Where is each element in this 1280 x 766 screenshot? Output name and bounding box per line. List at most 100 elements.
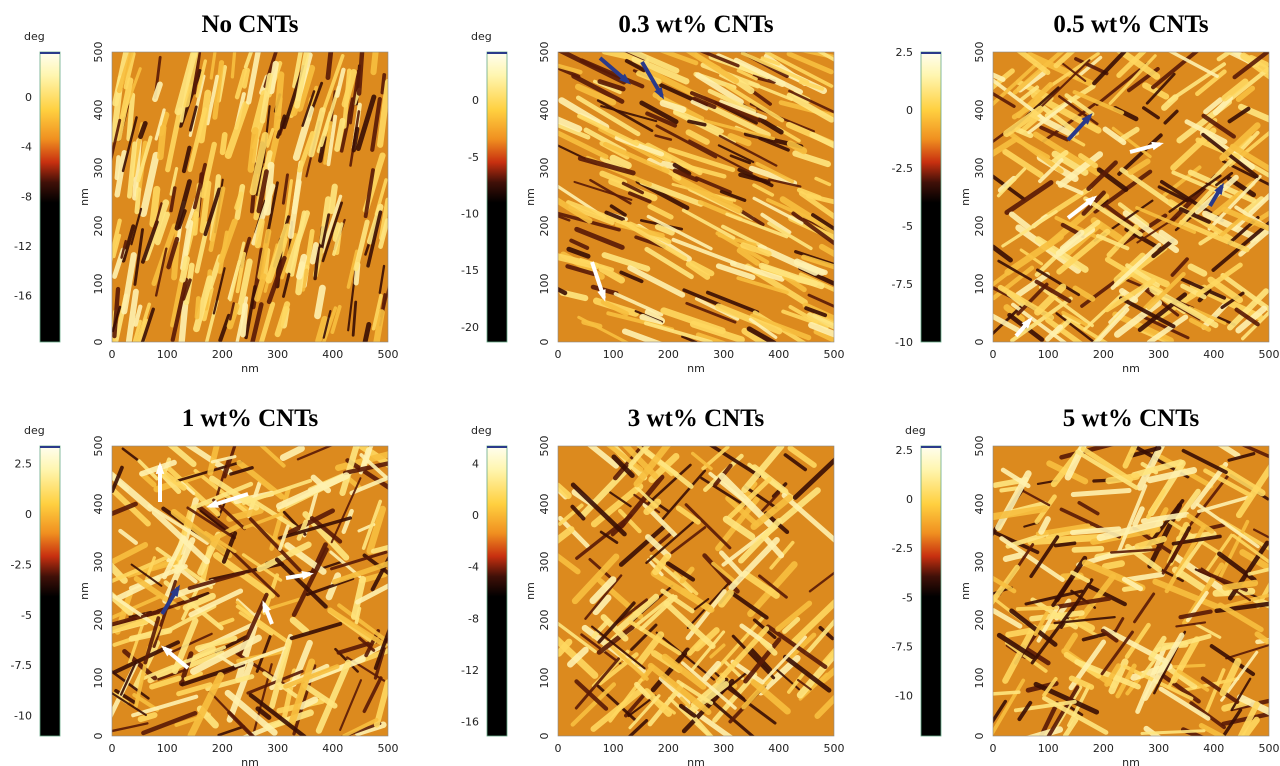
texture-streak	[591, 625, 646, 670]
texture-streak	[308, 107, 326, 158]
texture-streak	[1068, 675, 1095, 690]
colorbar	[920, 445, 942, 737]
texture-streak	[814, 694, 834, 719]
y-tick-label: 300	[538, 158, 551, 179]
texture-streak	[1100, 630, 1134, 676]
texture-streak	[1186, 513, 1215, 534]
texture-streak	[693, 598, 710, 611]
texture-streak	[571, 553, 620, 605]
texture-streak	[199, 180, 212, 234]
texture-streak	[736, 276, 789, 295]
colorbar-tick-label: -12	[461, 664, 479, 677]
texture-streak	[570, 504, 586, 521]
texture-streak	[236, 258, 253, 315]
texture-streak	[659, 100, 687, 113]
y-tick-label: 200	[973, 216, 986, 237]
texture-streak	[647, 203, 674, 220]
texture-streak	[809, 131, 834, 149]
texture-streak	[1060, 61, 1087, 82]
texture-streak	[566, 200, 630, 227]
texture-streak	[1026, 726, 1063, 736]
texture-streak	[782, 616, 801, 634]
texture-streak	[1170, 257, 1189, 277]
texture-streak	[733, 57, 804, 95]
texture-streak	[302, 489, 319, 538]
texture-streak	[574, 226, 625, 250]
texture-streak	[234, 191, 244, 211]
x-axis-label: nm	[241, 362, 259, 375]
texture-streak	[1122, 446, 1138, 469]
colorbar	[920, 51, 942, 343]
x-tick-label: 100	[157, 742, 178, 755]
texture-streak	[633, 493, 661, 514]
texture-streak	[147, 504, 209, 545]
texture-streak	[627, 719, 649, 736]
texture-streak	[321, 201, 343, 263]
texture-streak	[1075, 449, 1139, 490]
texture-streak	[295, 253, 308, 280]
texture-streak	[1181, 448, 1228, 475]
texture-streak	[782, 273, 807, 293]
texture-streak	[787, 670, 807, 694]
texture-streak	[661, 653, 707, 690]
texture-streak	[660, 307, 726, 335]
texture-streak	[1131, 459, 1184, 479]
texture-streak	[689, 260, 715, 277]
texture-streak	[634, 681, 651, 699]
texture-streak	[1036, 59, 1091, 112]
texture-streak	[1188, 317, 1212, 332]
texture-streak	[373, 309, 385, 342]
texture-streak	[341, 68, 357, 108]
colorbar-tick-label: 4	[472, 457, 479, 470]
texture-streak	[165, 107, 183, 173]
texture-streak	[182, 592, 216, 611]
texture-streak	[1129, 446, 1162, 458]
texture-streak	[798, 190, 834, 220]
texture-streak	[354, 606, 362, 625]
texture-streak	[993, 678, 1026, 736]
texture-streak	[1177, 189, 1213, 228]
texture-streak	[684, 503, 732, 550]
texture-streak	[325, 52, 334, 81]
texture-streak	[304, 229, 315, 270]
texture-streak	[1218, 519, 1250, 579]
arrow-head	[262, 600, 271, 613]
texture-streak	[1175, 621, 1207, 628]
texture-streak	[814, 176, 832, 187]
texture-streak	[993, 699, 1008, 724]
y-tick-label: 0	[92, 339, 105, 346]
texture-streak	[188, 588, 244, 618]
x-tick-label: 400	[322, 348, 343, 361]
texture-streak	[570, 482, 627, 537]
texture-streak	[114, 150, 128, 198]
texture-streak	[204, 531, 237, 553]
arrow-head	[1085, 195, 1098, 207]
texture-streak	[675, 161, 727, 179]
texture-streak	[1203, 468, 1253, 498]
texture-streak	[781, 492, 834, 543]
texture-streak	[1104, 278, 1156, 313]
texture-streak	[229, 466, 254, 476]
texture-streak	[1061, 310, 1088, 327]
texture-streak	[688, 139, 753, 175]
texture-streak	[643, 321, 713, 342]
y-tick-label: 500	[92, 436, 105, 457]
texture-streak	[624, 691, 648, 718]
texture-streak	[1093, 307, 1130, 342]
texture-streak	[315, 659, 352, 734]
texture-streak	[1017, 700, 1033, 722]
texture-streak	[194, 635, 238, 651]
x-axis-label: nm	[1122, 362, 1140, 375]
y-axis-label: nm	[78, 582, 91, 600]
arrow-head	[654, 87, 665, 100]
texture-streak	[690, 99, 709, 111]
texture-streak	[558, 515, 590, 549]
texture-streak	[209, 52, 217, 80]
y-tick-label: 500	[973, 42, 986, 63]
colorbar-tick-label: -5	[468, 151, 479, 164]
afm-image	[112, 446, 388, 736]
texture-streak	[112, 471, 154, 512]
texture-streak	[112, 501, 138, 517]
texture-streak	[760, 212, 792, 235]
texture-streak	[758, 136, 790, 152]
